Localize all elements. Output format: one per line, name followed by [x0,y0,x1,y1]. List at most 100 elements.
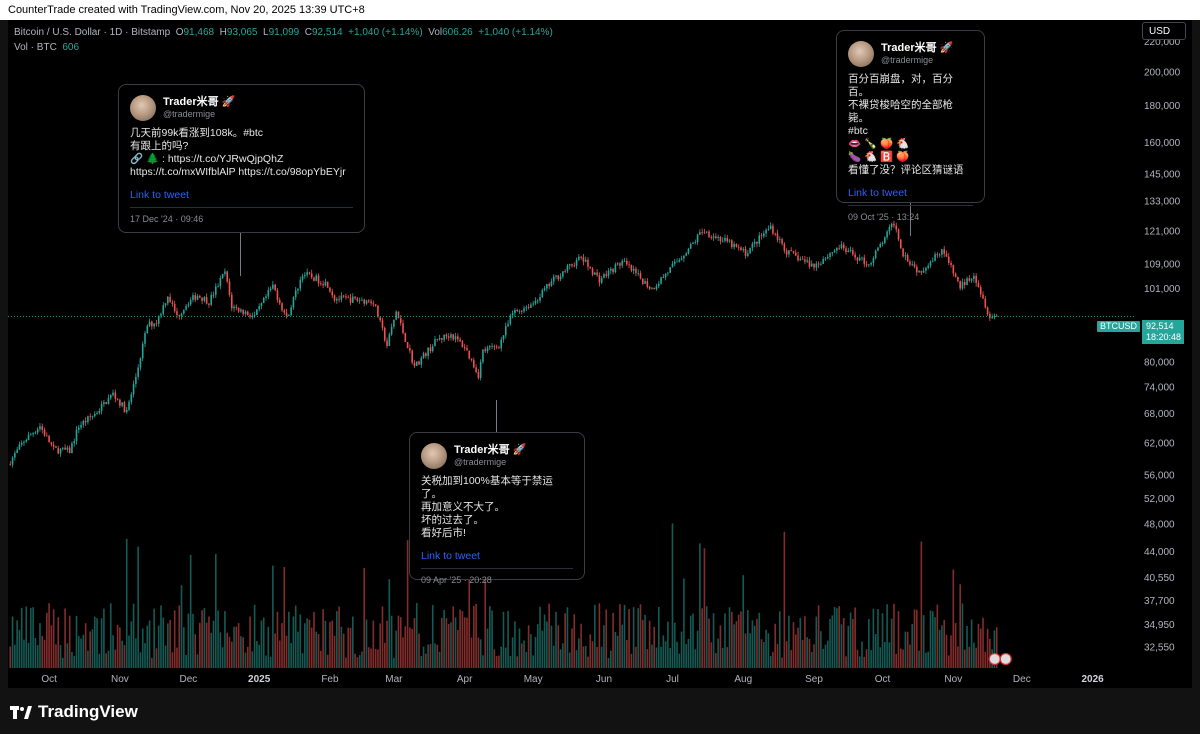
candlestick-chart[interactable]: 32,550 34,950 37,700 40,550 44,000 48,000 52,0… [8,20,1192,688]
candle-body [488,346,491,348]
candle-body [441,338,443,340]
volume-bar [578,638,580,668]
candle-body [772,225,774,234]
candle-body [484,349,487,352]
volume-bar [251,651,254,668]
tradingview-logo[interactable]: TradingView [10,702,138,722]
volume-bar [648,620,651,668]
candle-body [205,297,208,304]
time-axis-tick-label: Dec [1013,674,1031,685]
legend-close-label: C [304,27,312,38]
price-axis-tick-label: 56,000 [1144,471,1175,482]
candle-body [902,248,904,257]
volume-bar [438,651,441,668]
volume-bar [283,567,286,668]
volume-bar [139,652,142,668]
link-to-tweet[interactable]: Link to tweet [421,550,480,562]
candle-body [678,259,681,262]
time-axis-tick-label: Sep [805,674,823,685]
candle-body [820,263,822,265]
volume-bar [276,611,279,668]
candle-body [9,464,12,466]
volume-bar [230,641,233,668]
volume-bar [943,619,945,668]
candle-body [635,268,637,274]
volume-bar [43,639,46,668]
candle-body [96,412,98,415]
volume-bar [249,616,251,668]
volume-bar [262,617,265,668]
candle-body [541,290,544,298]
candle-body [854,254,856,258]
volume-bar [763,642,765,668]
candle-body [372,303,375,305]
volume-bar [468,579,471,668]
time-axis-tick-label: Oct [41,674,57,685]
volume-bar [900,648,902,668]
chart-area[interactable]: 32,550 34,950 37,700 40,550 44,000 48,000 52,0… [8,20,1192,688]
price-axis-tick-label: 52,000 [1144,494,1175,505]
volume-bar [774,623,777,668]
candle-body [655,286,658,290]
volume-bar [721,647,724,668]
bar-countdown: 18:20:48 [1146,332,1182,342]
candle-body [447,336,450,338]
candle-body [555,275,557,277]
candle-body [895,225,898,230]
volume-bar [929,610,932,668]
legend-change: +1,040 (+1.14%) [348,27,423,38]
volume-bar [470,637,473,668]
volume-bar [377,649,379,668]
candle-body [192,295,194,300]
volume-bar [945,634,948,668]
link-to-tweet[interactable]: Link to tweet [848,187,907,199]
volume-bar [687,638,690,668]
volume-bar [96,618,98,668]
candle-body [326,281,329,288]
volume-bar [833,606,836,668]
volume-bar [306,618,308,668]
candle-body [246,311,249,316]
volume-bar [511,637,514,668]
candle-body [559,276,562,280]
link-to-tweet[interactable]: Link to tweet [130,189,189,201]
candle-body [646,281,649,287]
volume-bar [411,629,413,668]
candle-body [470,358,473,361]
currency-button[interactable]: USD [1142,22,1186,40]
volume-bar [703,548,706,668]
volume-bar [621,624,624,668]
volume-bar [237,623,240,668]
candle-body [411,350,413,363]
candle-body [989,313,991,319]
candle-body [146,325,149,334]
volume-bar [463,617,466,668]
candle-body [911,264,914,266]
candle-body [673,261,676,264]
candle-body [534,300,537,304]
volume-bar [50,625,53,668]
candle-body [530,304,532,308]
price-axis-tick-label: 180,000 [1144,101,1181,112]
candle-body [705,231,708,233]
candle-body [909,261,911,265]
volume-bar [48,603,50,668]
candle-body [16,449,18,454]
candle-body [262,298,265,304]
candle-body [610,268,612,271]
volume-bar [797,627,799,668]
volume-bar [657,606,660,668]
candle-body [162,305,165,314]
time-axis-tick-label: Nov [111,674,129,685]
candle-body [322,284,324,286]
volume-bar [217,610,219,668]
volume-bar [689,615,692,668]
volume-bar [459,609,461,668]
candle-body [390,326,393,335]
price-axis-tick-label: 133,000 [1144,197,1181,208]
candle-body [950,262,952,266]
volume-bar [566,607,569,668]
volume-bar [817,605,820,668]
candle-body [687,248,690,254]
volume-bar [320,650,322,668]
